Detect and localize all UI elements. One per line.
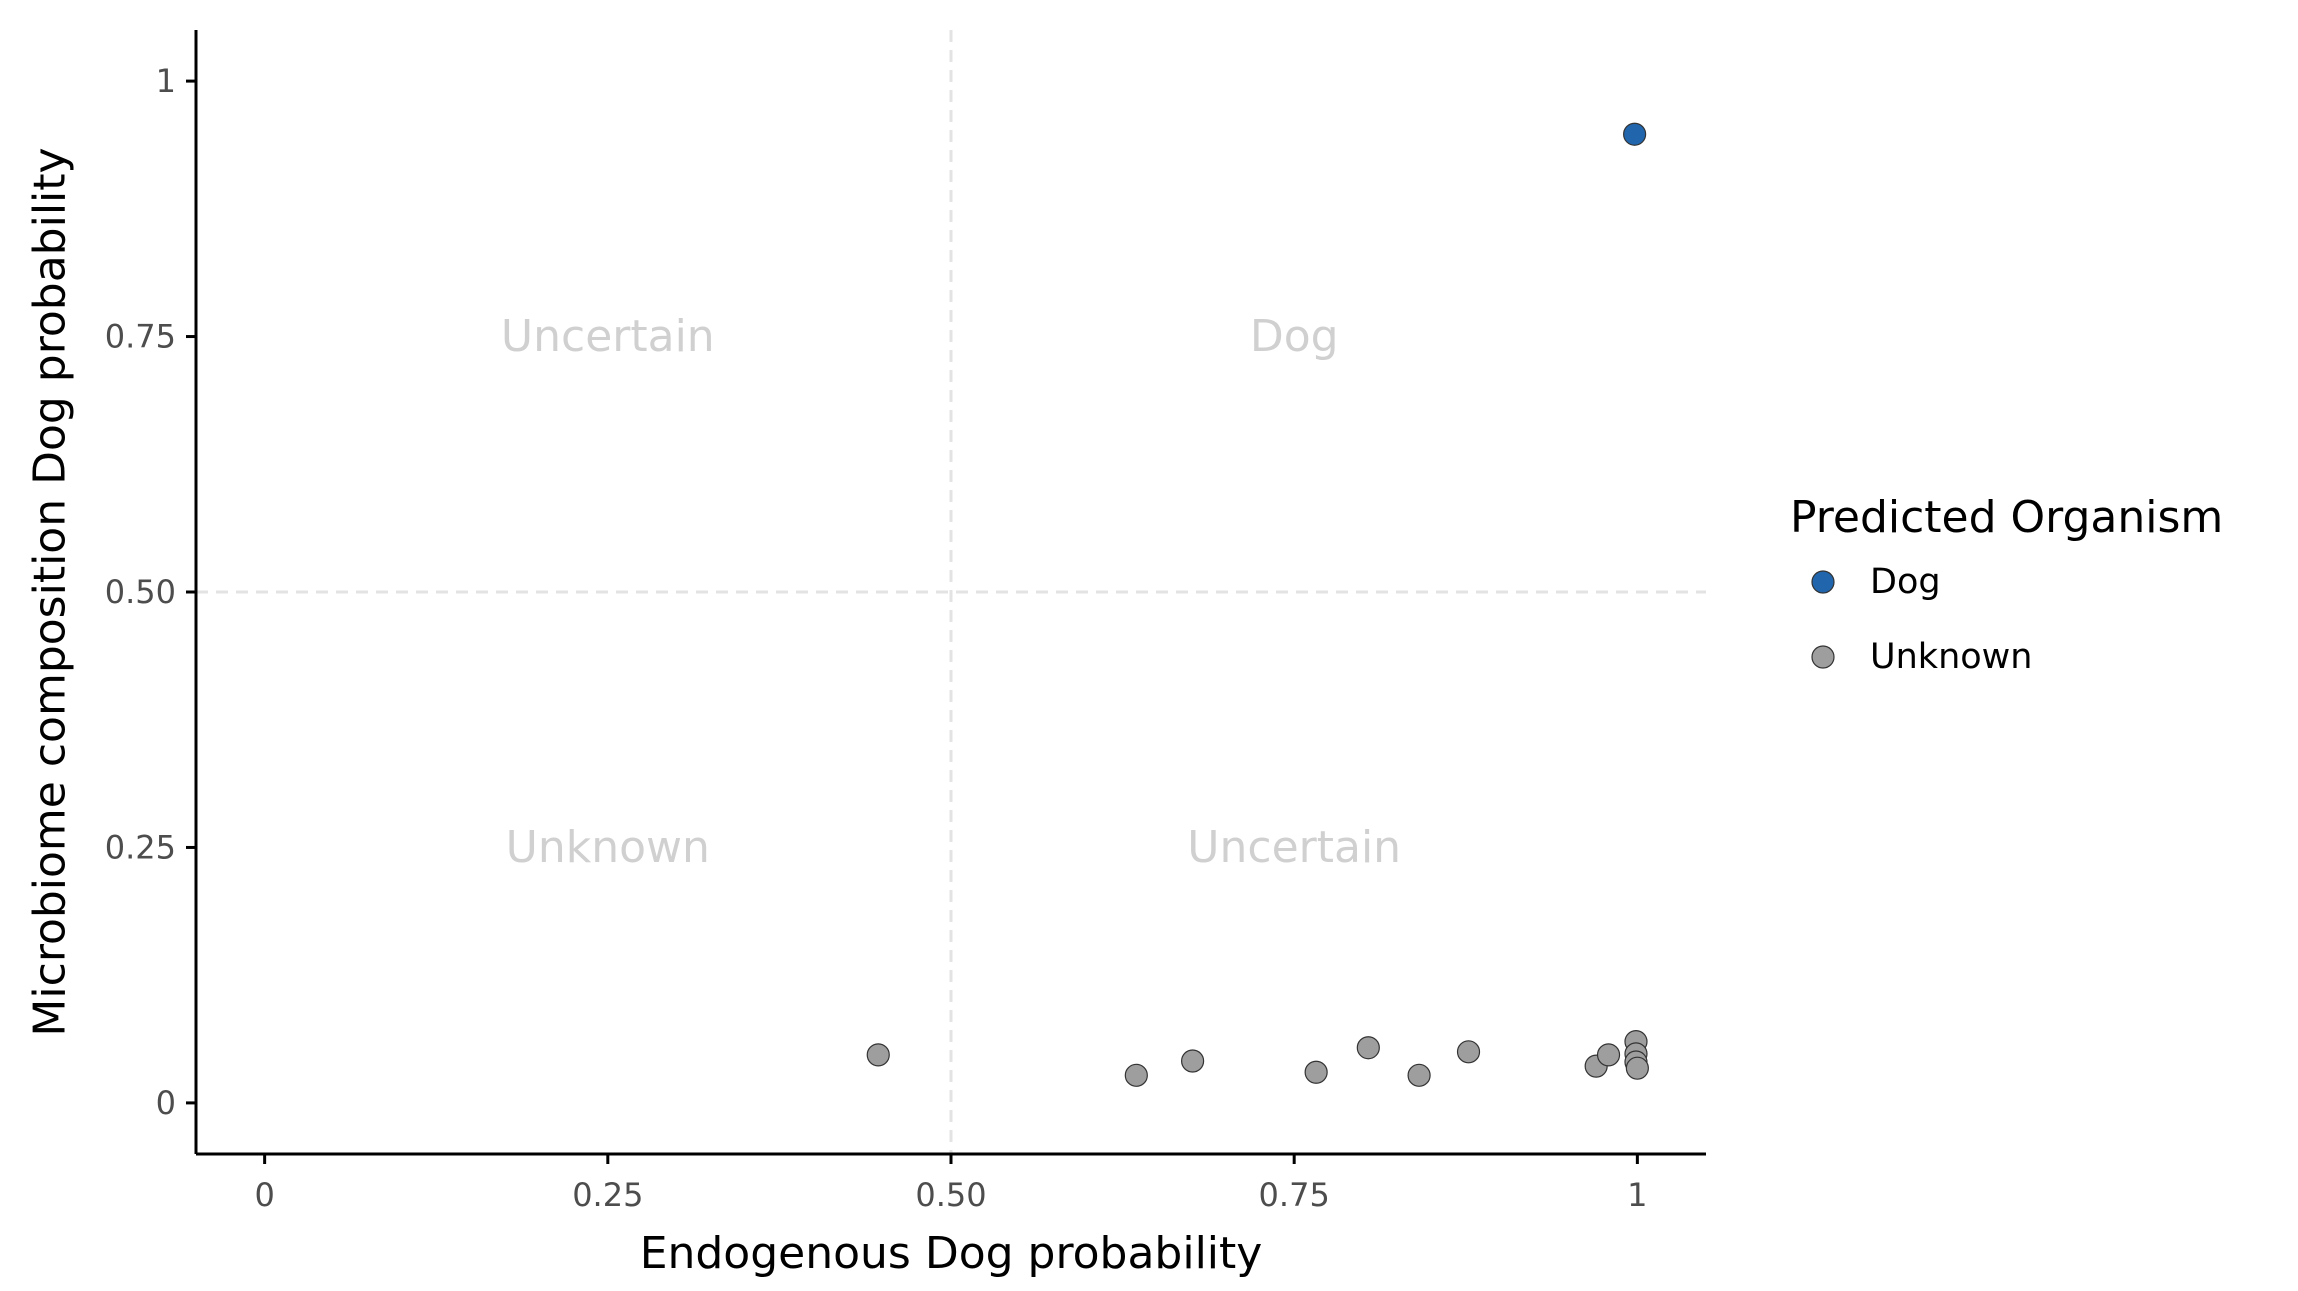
data-point-unknown [1625, 1056, 1649, 1080]
quadrant-label: Uncertain [1187, 822, 1401, 873]
data-point-unknown [1124, 1063, 1148, 1087]
legend: Predicted Organism Dog Unknown [1790, 492, 2223, 677]
data-point-unknown [1356, 1036, 1380, 1060]
y-tick-label: 0 [156, 1084, 176, 1122]
legend-title: Predicted Organism [1790, 492, 2223, 543]
y-tick-label: 0.50 [105, 573, 176, 611]
quadrant-label: Dog [1250, 311, 1339, 362]
x-tick-label: 1 [1627, 1176, 1647, 1214]
y-tick-label: 0.25 [105, 828, 176, 866]
x-tick-label: 0.25 [572, 1176, 643, 1214]
x-tick-label: 0 [254, 1176, 274, 1214]
y-axis-ticks: 0 0.25 0.50 0.75 1 [105, 62, 196, 1122]
data-point-unknown [1180, 1049, 1205, 1073]
y-tick-label: 1 [156, 62, 176, 100]
data-point-unknown [1304, 1060, 1328, 1084]
legend-label-unknown: Unknown [1870, 637, 2032, 677]
legend-key-unknown [1811, 645, 1835, 669]
data-point-dog [1623, 122, 1647, 146]
quadrant-label: Uncertain [501, 311, 715, 362]
data-point-unknown [1407, 1063, 1431, 1087]
data-point-unknown [866, 1043, 890, 1067]
quadrant-label: Unknown [506, 822, 710, 873]
x-tick-label: 0.75 [1259, 1176, 1330, 1214]
legend-key-dog [1811, 570, 1835, 594]
x-axis-title: Endogenous Dog probability [640, 1228, 1263, 1279]
plot-area: Uncertain Dog Unknown Uncertain [196, 30, 1706, 1154]
x-axis-ticks: 0 0.25 0.50 0.75 1 [254, 1154, 1648, 1214]
y-axis-title: Microbiome composition Dog probability [25, 147, 76, 1036]
y-tick-label: 0.75 [105, 318, 176, 356]
data-point-unknown [1596, 1043, 1621, 1067]
legend-label-dog: Dog [1870, 562, 1941, 602]
data-point-unknown [1456, 1040, 1481, 1064]
x-tick-label: 0.50 [915, 1176, 986, 1214]
